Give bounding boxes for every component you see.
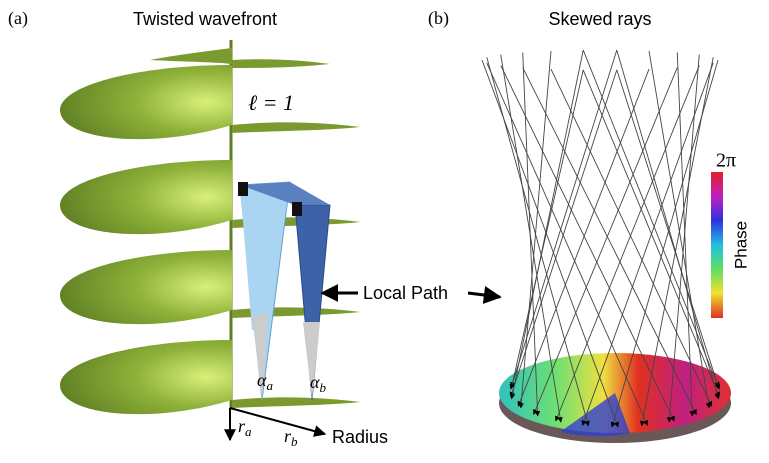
figure: (a) Twisted wavefront (b) Skewed rays ℓ …: [0, 0, 769, 458]
ray: [617, 50, 719, 399]
arrow: [468, 293, 500, 297]
lobe: [60, 250, 232, 324]
subscript: a: [245, 424, 252, 439]
lobe: [60, 65, 232, 139]
ray: [512, 50, 584, 399]
r-a: ra: [238, 416, 252, 439]
wing: [150, 48, 232, 64]
panel-title: Skewed rays: [548, 9, 651, 29]
colorbar-max: 2π: [716, 150, 736, 172]
local-path-label: Local Path: [363, 283, 448, 303]
alpha-b: αb: [310, 372, 326, 395]
ray: [511, 50, 617, 389]
wing: [232, 122, 360, 133]
lobe: [60, 160, 232, 234]
marker: [238, 182, 248, 196]
subscript: b: [291, 434, 298, 449]
subscript: a: [266, 378, 273, 393]
colorbar: [711, 172, 723, 318]
panel-label: (b): [428, 8, 449, 29]
mode-label: ℓ = 1: [248, 90, 294, 115]
panel-label: (a): [8, 8, 28, 29]
subscript: b: [319, 380, 326, 395]
wing: [232, 59, 330, 68]
ray: [583, 50, 719, 389]
alpha-a: αa: [257, 370, 273, 393]
panel-title: Twisted wavefront: [133, 9, 277, 29]
wing: [232, 397, 360, 408]
radius-label: Radius: [332, 427, 388, 447]
ray: [617, 70, 719, 387]
marker: [292, 202, 302, 216]
lobe: [60, 340, 232, 414]
r-b: rb: [284, 426, 298, 449]
colorbar-title: Phase: [731, 221, 750, 269]
